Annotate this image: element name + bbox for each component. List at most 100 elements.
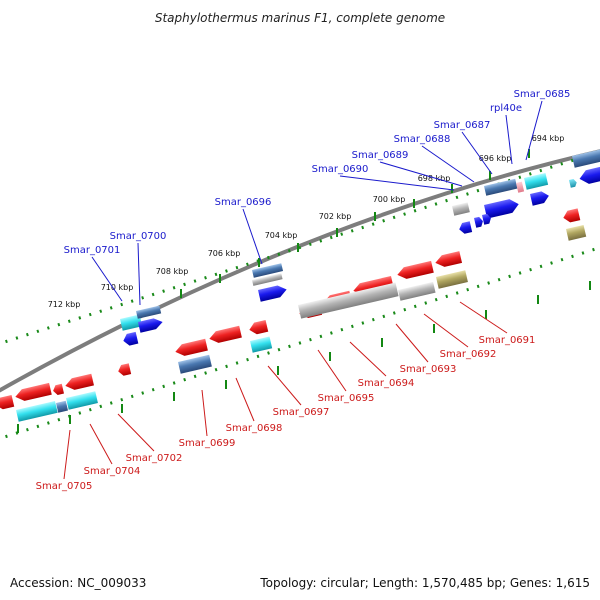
reverse-leader-line bbox=[349, 341, 387, 377]
kbp-ticks: 694 kbp 696 kbp 698 kbp 700 kbp 702 kbp 704 k… bbox=[17, 134, 591, 433]
gene-feature bbox=[175, 338, 208, 356]
reverse-leader-line bbox=[63, 429, 71, 480]
forward-leader-line bbox=[505, 114, 513, 165]
reverse-gene-label: Smar_0698 bbox=[226, 423, 283, 434]
dot-track-2 bbox=[0, 246, 600, 440]
gene-feature bbox=[56, 400, 68, 413]
gene-feature bbox=[298, 282, 399, 319]
forward-gene-label: Smar_0690 bbox=[312, 164, 369, 175]
forward-leader-line bbox=[137, 242, 141, 306]
reverse-leader-line bbox=[317, 349, 347, 392]
reverse-leader-line bbox=[117, 413, 155, 452]
forward-leader-line bbox=[421, 145, 475, 183]
forward-gene-label: rpl40e bbox=[490, 103, 522, 114]
forward-leader-line bbox=[91, 256, 123, 302]
forward-gene-label: Smar_0696 bbox=[215, 197, 272, 208]
gene-feature bbox=[566, 224, 587, 241]
gene-feature bbox=[16, 401, 58, 422]
gene-feature bbox=[516, 181, 525, 193]
reverse-gene-label: Smar_0705 bbox=[36, 481, 93, 492]
gene-feature bbox=[579, 166, 600, 184]
gene-feature bbox=[250, 336, 273, 353]
accession-text: Accession: NC_009033 bbox=[10, 576, 147, 590]
kbp-tick-label: 704 kbp bbox=[265, 231, 298, 240]
gene-feature bbox=[123, 331, 139, 346]
gene-feature bbox=[178, 354, 212, 374]
gene-feature bbox=[252, 273, 283, 286]
reverse-gene-label: Smar_0697 bbox=[273, 407, 330, 418]
reverse-leader-line bbox=[395, 323, 429, 363]
gene-feature bbox=[249, 319, 269, 335]
gene-feature bbox=[563, 208, 581, 223]
kbp-tick-label: 698 kbp bbox=[418, 174, 451, 183]
reverse-gene-label: Smar_0704 bbox=[84, 466, 141, 477]
kbp-tick-label: 700 kbp bbox=[373, 195, 406, 204]
gene-feature bbox=[53, 383, 64, 395]
reverse-gene-label: Smar_0691 bbox=[479, 335, 536, 346]
gene-feature bbox=[398, 281, 436, 301]
gene-feature bbox=[258, 285, 287, 302]
kbp-tick-label: 696 kbp bbox=[479, 154, 512, 163]
dot-track-1 bbox=[0, 150, 600, 345]
forward-gene-label: Smar_0685 bbox=[514, 89, 571, 100]
forward-leader-line bbox=[461, 131, 493, 175]
forward-leader-line bbox=[379, 161, 463, 187]
gene-feature bbox=[474, 216, 483, 228]
gene-feature bbox=[252, 263, 284, 278]
genome-backbone bbox=[0, 149, 600, 393]
kbp-tick-label: 706 kbp bbox=[208, 249, 241, 258]
forward-gene-label: Smar_0687 bbox=[434, 120, 491, 131]
gene-feature bbox=[484, 178, 518, 196]
forward-gene-label: Smar_0700 bbox=[110, 231, 167, 242]
reverse-leader-line bbox=[235, 377, 255, 422]
gene-feature bbox=[0, 394, 15, 410]
gene-feature bbox=[524, 173, 549, 190]
gene-feature bbox=[572, 149, 600, 168]
kbp-tick-label: 694 kbp bbox=[532, 134, 565, 143]
forward-leader-line bbox=[525, 100, 543, 161]
gene-feature bbox=[569, 178, 577, 188]
gene-feature bbox=[15, 382, 52, 401]
gene-feature bbox=[459, 221, 473, 234]
map-title: Staphylothermus marinus F1, complete gen… bbox=[155, 11, 445, 25]
gene-features bbox=[0, 149, 600, 422]
genome-summary-text: Topology: circular; Length: 1,570,485 bp… bbox=[260, 576, 590, 590]
reverse-leader-line bbox=[423, 313, 469, 348]
gene-feature bbox=[530, 191, 549, 206]
reverse-leader-line bbox=[89, 423, 113, 465]
gene-feature bbox=[138, 318, 163, 333]
kbp-tick-label: 710 kbp bbox=[101, 283, 134, 292]
reverse-leader-line bbox=[201, 389, 208, 437]
reverse-gene-label: Smar_0702 bbox=[126, 453, 183, 464]
kbp-tick-label: 712 kbp bbox=[48, 300, 81, 309]
kbp-tick-label: 702 kbp bbox=[319, 212, 352, 221]
gene-feature bbox=[435, 251, 463, 267]
reverse-gene-label: Smar_0693 bbox=[400, 364, 457, 375]
gene-feature bbox=[65, 373, 94, 390]
gene-labels: Smar_0685 rpl40e Smar_0687 Smar_0688 Smar_06… bbox=[36, 89, 571, 492]
gene-feature bbox=[482, 213, 491, 225]
forward-gene-label: Smar_0701 bbox=[64, 245, 121, 256]
reverse-gene-label: Smar_0699 bbox=[179, 438, 236, 449]
reverse-gene-label: Smar_0692 bbox=[440, 349, 497, 360]
reverse-gene-label: Smar_0695 bbox=[318, 393, 375, 404]
tick-dot-tracks bbox=[0, 150, 600, 440]
gene-feature bbox=[484, 199, 519, 219]
kbp-tick-label: 708 kbp bbox=[156, 267, 189, 276]
forward-gene-label: Smar_0688 bbox=[394, 134, 451, 145]
gene-feature bbox=[436, 270, 468, 289]
reverse-leader-line bbox=[459, 301, 508, 334]
gene-feature bbox=[118, 363, 132, 376]
gene-feature bbox=[397, 260, 434, 279]
forward-leader-line bbox=[339, 175, 455, 191]
gene-feature bbox=[452, 202, 470, 216]
gene-feature bbox=[209, 325, 242, 343]
label-leader-lines bbox=[63, 100, 543, 480]
reverse-leader-line bbox=[267, 365, 302, 406]
forward-leader-line bbox=[242, 208, 263, 265]
reverse-gene-label: Smar_0694 bbox=[358, 378, 415, 389]
gene-feature bbox=[66, 391, 98, 410]
forward-gene-label: Smar_0689 bbox=[352, 150, 409, 161]
